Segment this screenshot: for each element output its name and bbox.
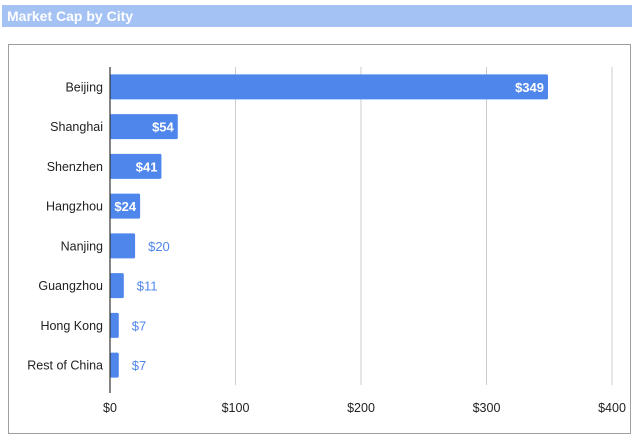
chart-title-bar: Market Cap by City [2,5,632,27]
data-label-6: $7 [132,318,146,333]
data-label-1: $54 [152,120,174,135]
bar-0 [110,74,548,100]
bar-7 [110,352,119,378]
chart-title: Market Cap by City [7,8,134,24]
bar-6 [110,312,119,338]
data-label-5: $11 [137,279,158,294]
category-label-5: Guangzhou [38,279,103,293]
bar-4 [110,233,136,259]
category-label-2: Shenzhen [47,160,103,174]
x-tick-label-3: $300 [473,401,501,415]
category-label-7: Rest of China [27,359,103,373]
data-label-0: $349 [515,80,544,95]
bar-5 [110,273,124,299]
category-label-6: Hong Kong [40,319,103,333]
x-tick-label-2: $200 [347,401,375,415]
data-label-2: $41 [136,159,158,174]
category-label-0: Beijing [65,80,103,94]
category-label-3: Hangzhou [46,200,103,214]
x-tick-label-1: $100 [222,401,250,415]
bar-1 [110,114,178,140]
category-label-4: Nanjing [61,239,103,253]
data-label-4: $20 [148,239,170,254]
x-tick-label-4: $400 [598,401,626,415]
bar-2 [110,153,162,179]
category-label-1: Shanghai [50,120,103,134]
data-label-7: $7 [132,358,146,373]
x-tick-label-0: $0 [103,401,117,415]
bar-3 [110,193,141,219]
data-label-3: $24 [114,199,136,214]
